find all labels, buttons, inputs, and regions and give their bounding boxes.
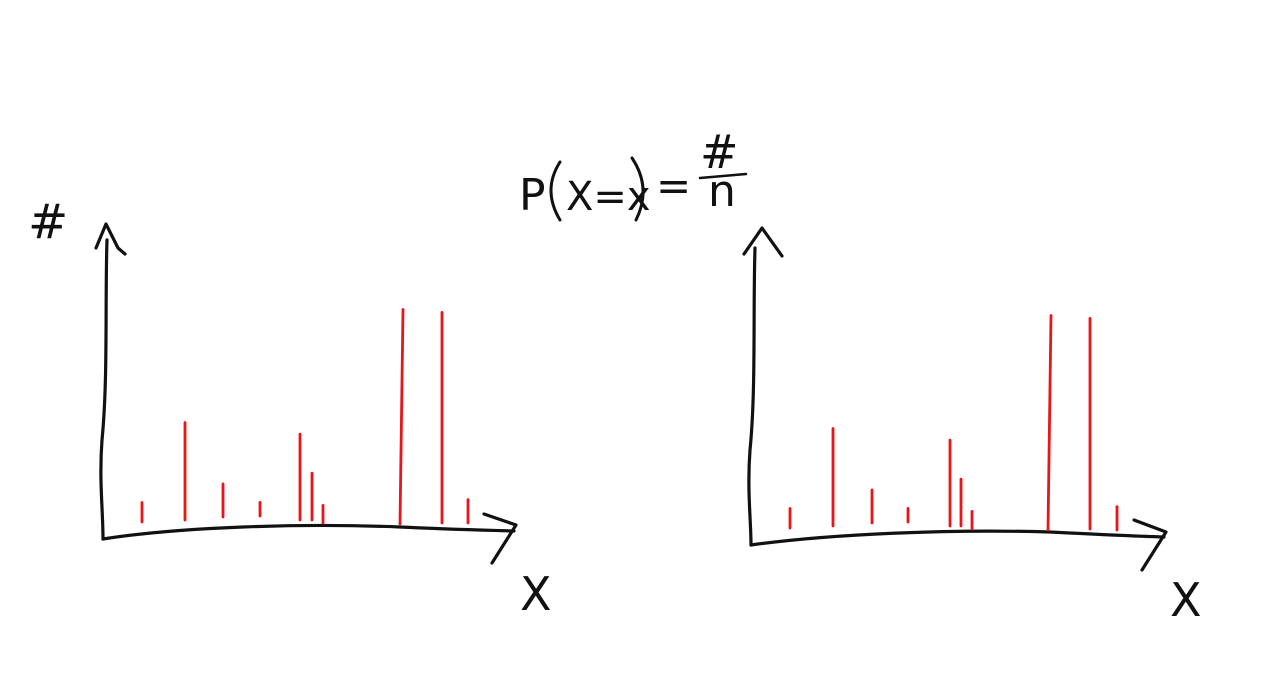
right-stem-8 — [1046, 314, 1053, 532]
formula-fraction-bar — [698, 172, 748, 180]
left-x-axis-arrowhead — [482, 512, 518, 565]
right-x-axis-label: X — [1170, 573, 1202, 627]
left-x-axis — [101, 523, 516, 541]
chart-left: # X — [28, 194, 552, 621]
right-x-axis-arrowhead — [1132, 518, 1168, 572]
left-y-axis-arrowhead — [94, 222, 127, 256]
right-x-axis — [749, 529, 1166, 547]
right-stems — [788, 314, 1119, 532]
formula-event: X=x — [566, 174, 651, 220]
chart-right: X — [742, 226, 1202, 627]
left-y-axis-label: # — [28, 194, 68, 250]
probability-formula: P X=x = # n — [519, 125, 748, 222]
formula-prefix: P — [519, 170, 546, 221]
formula-equals: = — [656, 161, 691, 210]
left-y-axis — [99, 238, 109, 541]
right-y-axis — [747, 246, 757, 547]
formula-close-paren — [630, 156, 645, 222]
formula-numerator: # — [700, 125, 739, 179]
left-stems — [140, 308, 470, 526]
right-y-axis-arrowhead — [742, 226, 784, 258]
left-x-axis-label: X — [520, 567, 552, 621]
left-stem-8 — [398, 308, 405, 526]
formula-open-paren — [549, 160, 562, 222]
formula-denominator: n — [708, 166, 736, 217]
